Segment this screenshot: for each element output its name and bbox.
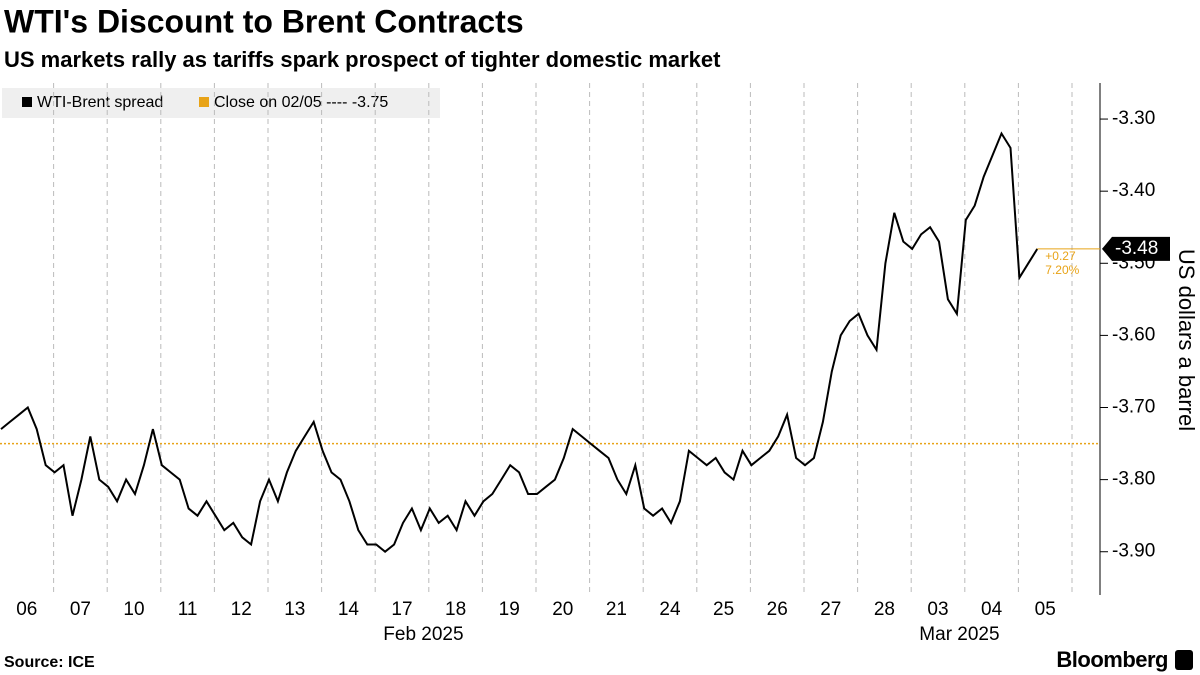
last-value-tag xyxy=(1102,236,1170,261)
legend-label: Close on 02/05 ---- -3.75 xyxy=(214,94,388,111)
chart-title: WTI's Discount to Brent Contracts xyxy=(4,3,524,39)
last-value-label: -3.48 xyxy=(1115,238,1158,259)
y-tick-label: -3.70 xyxy=(1112,397,1155,418)
x-tick-label: 27 xyxy=(820,599,841,620)
source: Source: ICE xyxy=(4,654,95,671)
x-tick-label: 20 xyxy=(552,599,573,620)
legend-swatch xyxy=(199,97,209,107)
line-series xyxy=(0,131,1039,553)
x-tick-label: 11 xyxy=(178,599,198,620)
x-tick-label: 06 xyxy=(16,599,37,620)
x-tick-label: 26 xyxy=(767,599,788,620)
x-tick-label: 25 xyxy=(713,599,734,620)
y-tick-label: -3.90 xyxy=(1112,541,1155,562)
x-tick-label: 14 xyxy=(338,599,360,620)
x-tick-label: 12 xyxy=(231,599,252,620)
y-axis-label: US dollars a barrel xyxy=(1174,249,1199,431)
y-tick-label: -3.30 xyxy=(1112,108,1155,129)
x-tick-label: 24 xyxy=(659,599,681,620)
x-tick-label: 03 xyxy=(927,599,948,620)
annotation: 7.20% xyxy=(1045,263,1079,277)
annotation: +0.27 xyxy=(1045,249,1076,263)
legend-background xyxy=(2,88,440,118)
x-tick-label: 21 xyxy=(606,599,627,620)
y-tick-label: -3.40 xyxy=(1112,180,1155,201)
x-tick-label: 17 xyxy=(391,599,412,620)
x-tick-label: 28 xyxy=(874,599,895,620)
legend-swatch xyxy=(22,97,32,107)
month-label: Feb 2025 xyxy=(383,624,463,645)
x-tick-label: 19 xyxy=(499,599,520,620)
x-tick-label: 05 xyxy=(1035,599,1056,620)
month-label: Mar 2025 xyxy=(919,624,999,645)
chart-subtitle: US markets rally as tariffs spark prospe… xyxy=(4,47,721,72)
y-tick-label: -3.80 xyxy=(1112,469,1155,490)
x-tick-label: 07 xyxy=(70,599,91,620)
x-tick-label: 18 xyxy=(445,599,466,620)
brand-icon xyxy=(1175,650,1193,670)
x-tick-label: 04 xyxy=(981,599,1003,620)
brand: Bloomberg xyxy=(1056,647,1168,672)
x-tick-label: 13 xyxy=(284,599,305,620)
legend-label: WTI-Brent spread xyxy=(37,94,163,111)
y-tick-label: -3.60 xyxy=(1112,324,1155,345)
x-tick-label: 10 xyxy=(123,599,144,620)
